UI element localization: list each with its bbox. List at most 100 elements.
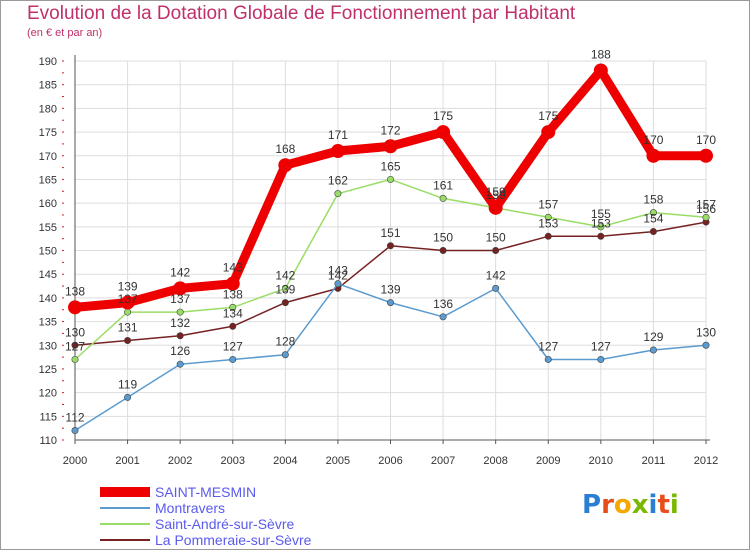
x-tick-label: 2002 xyxy=(168,455,192,467)
logo-letter: o xyxy=(613,490,632,520)
logo-letter: x xyxy=(631,490,649,520)
legend-swatch xyxy=(100,539,150,541)
data-point xyxy=(71,341,79,349)
data-point xyxy=(383,139,398,154)
data-point xyxy=(225,276,240,291)
y-tick-label: 145 xyxy=(39,269,57,281)
data-point xyxy=(334,190,342,198)
data-label: 137 xyxy=(118,292,138,306)
data-point xyxy=(492,284,500,292)
data-point xyxy=(120,295,135,310)
data-label: 153 xyxy=(538,216,558,230)
x-tick-label: 2007 xyxy=(431,455,455,467)
y-tick-label: 135 xyxy=(39,317,57,329)
data-point xyxy=(646,148,661,163)
data-point xyxy=(71,355,79,363)
data-point xyxy=(176,360,184,368)
data-point xyxy=(649,228,657,236)
y-tick-label: 165 xyxy=(39,174,57,186)
y-tick-label: 175 xyxy=(39,127,57,139)
data-point xyxy=(278,158,293,173)
x-tick-label: 2008 xyxy=(483,455,507,467)
y-tick-label: 140 xyxy=(39,293,57,305)
y-tick-label: 130 xyxy=(39,340,57,352)
x-tick-label: 2005 xyxy=(326,455,350,467)
data-point xyxy=(597,232,605,240)
data-label: 159 xyxy=(486,185,506,199)
data-label: 130 xyxy=(65,325,85,339)
data-label: 127 xyxy=(591,339,611,353)
data-point xyxy=(71,427,79,435)
data-label: 172 xyxy=(380,123,400,137)
data-label: 131 xyxy=(118,321,138,335)
data-point xyxy=(176,308,184,316)
data-label: 143 xyxy=(223,261,243,275)
legend-swatch xyxy=(100,487,150,497)
data-label: 170 xyxy=(643,133,663,147)
logo-letter: P xyxy=(582,490,602,520)
data-label: 155 xyxy=(591,207,611,221)
logo-letter: t xyxy=(657,490,670,520)
y-tick-label: 185 xyxy=(39,80,57,92)
data-label: 175 xyxy=(538,109,558,123)
data-label: 138 xyxy=(223,287,243,301)
data-point xyxy=(492,247,500,255)
data-label: 137 xyxy=(170,292,190,306)
data-point xyxy=(439,247,447,255)
data-point xyxy=(68,300,82,315)
y-tick-label: 120 xyxy=(39,388,57,400)
data-point xyxy=(124,337,132,345)
data-label: 188 xyxy=(591,47,611,61)
x-tick-label: 2011 xyxy=(642,455,666,467)
data-point xyxy=(597,355,605,363)
y-tick-label: 110 xyxy=(39,435,57,447)
legend-swatch xyxy=(100,507,150,509)
legend-label: Saint-André-sur-Sèvre xyxy=(155,516,295,532)
y-tick-label: 160 xyxy=(39,198,57,210)
chart-subtitle: (en € et par an) xyxy=(27,27,103,39)
data-point xyxy=(593,63,608,78)
data-point xyxy=(544,213,552,221)
data-label: 157 xyxy=(538,197,558,211)
data-point xyxy=(544,355,552,363)
grid-lines xyxy=(74,60,707,441)
data-point xyxy=(173,281,188,296)
x-tick-label: 2009 xyxy=(536,455,560,467)
data-label: 162 xyxy=(328,174,348,188)
data-label: 153 xyxy=(591,216,611,230)
data-point xyxy=(386,175,394,183)
x-tick-label: 2000 xyxy=(63,455,87,467)
data-point xyxy=(229,322,237,330)
x-tick-label: 2006 xyxy=(378,455,402,467)
data-label: 143 xyxy=(328,264,348,278)
legend-label: La Pommeraie-sur-Sèvre xyxy=(155,532,312,548)
y-tick-label: 180 xyxy=(39,103,57,115)
data-label: 168 xyxy=(275,142,295,156)
data-label: 158 xyxy=(643,193,663,207)
data-label: 170 xyxy=(696,133,716,147)
data-point xyxy=(439,313,447,321)
data-point xyxy=(281,351,289,359)
y-tick-label: 190 xyxy=(39,56,57,68)
data-point xyxy=(436,125,451,140)
y-tick-label: 125 xyxy=(39,364,57,376)
logo-letter: i xyxy=(648,490,658,520)
data-point xyxy=(229,303,237,311)
y-tick-label: 150 xyxy=(39,246,57,258)
data-point xyxy=(702,213,710,221)
data-label: 142 xyxy=(275,268,295,282)
data-label: 175 xyxy=(433,109,453,123)
data-point xyxy=(488,200,503,215)
data-label: 138 xyxy=(65,284,85,298)
data-label: 151 xyxy=(380,226,400,240)
data-label: 171 xyxy=(328,128,348,142)
data-point xyxy=(544,232,552,240)
data-label: 134 xyxy=(223,306,243,320)
data-point xyxy=(597,223,605,231)
x-tick-label: 2012 xyxy=(694,455,718,467)
data-label: 127 xyxy=(223,339,243,353)
data-point xyxy=(334,280,342,288)
